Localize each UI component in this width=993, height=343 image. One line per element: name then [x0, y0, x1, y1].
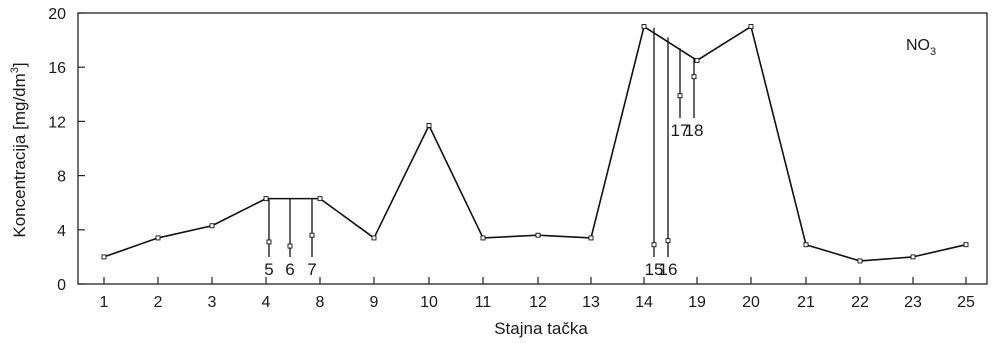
y-tick-label: 20	[48, 6, 66, 23]
y-tick-label: 12	[48, 114, 66, 131]
side-point-marker	[665, 238, 671, 244]
data-point	[963, 242, 969, 248]
data-point	[101, 254, 107, 260]
series-line	[103, 25, 967, 262]
x-tick-label: 13	[582, 294, 600, 311]
plot-frame	[77, 12, 988, 285]
chart-labels: Koncentracija [mg/dm3] Stajna tačka NO3	[9, 37, 936, 338]
x-tick-label: 19	[688, 294, 706, 311]
side-point-label: 16	[659, 260, 678, 279]
y-tick-label: 4	[57, 223, 66, 240]
side-point-marker	[691, 74, 697, 80]
series-label: NO3	[906, 37, 936, 58]
side-point-marker	[287, 243, 293, 249]
x-tick-label: 8	[316, 294, 325, 311]
data-point	[588, 235, 594, 241]
x-tick-label: 14	[635, 294, 653, 311]
x-tick-label: 21	[797, 294, 815, 311]
x-tick-label: 2	[154, 294, 163, 311]
data-point	[263, 196, 269, 202]
side-point-label: 7	[307, 260, 316, 279]
side-point-label: 18	[685, 121, 704, 140]
data-point	[535, 232, 541, 238]
series-label-subscript: 3	[930, 46, 936, 58]
x-tick-label: 12	[529, 294, 547, 311]
y-tick-label: 16	[48, 60, 66, 77]
side-point-marker	[266, 239, 272, 245]
series-label-main: NO	[906, 37, 930, 54]
y-axis-title-superscript: 3	[9, 67, 21, 73]
data-point	[857, 258, 863, 264]
y-tick-label: 0	[57, 277, 66, 294]
data-point	[209, 223, 215, 229]
data-point	[803, 242, 809, 248]
x-tick-label: 9	[370, 294, 379, 311]
x-tick-label: 11	[475, 294, 492, 311]
x-tick-label: 4	[262, 294, 271, 311]
x-tick-label: 1	[100, 294, 109, 311]
side-point-label: 6	[285, 260, 294, 279]
data-point	[317, 196, 323, 202]
side-point-marker	[309, 232, 315, 238]
side-point-label: 5	[264, 260, 273, 279]
side-point-marker	[651, 242, 657, 248]
data-point	[155, 235, 161, 241]
side-point-marker	[677, 93, 683, 99]
y-axis-title-end: ]	[10, 62, 29, 67]
data-point	[426, 123, 432, 128]
y-tick-label: 8	[57, 169, 66, 186]
y-axis-title: Koncentracija [mg/dm3]	[9, 62, 29, 237]
data-point	[694, 57, 700, 63]
x-tick-label: 22	[851, 294, 869, 311]
data-point	[910, 254, 916, 260]
x-tick-label: 3	[208, 294, 217, 311]
y-axis-title-main: Koncentracija [mg/dm	[10, 73, 29, 237]
x-tick-label: 20	[742, 294, 760, 311]
data-point	[480, 235, 486, 241]
data-point	[748, 24, 754, 29]
side-point-label: 17	[671, 121, 690, 140]
x-axis-title: Stajna tačka	[494, 319, 588, 338]
data-point	[641, 24, 647, 29]
x-tick-label: 23	[904, 294, 922, 311]
x-tick-label: 10	[420, 294, 438, 311]
x-tick-label: 25	[957, 294, 975, 311]
side-point-label: 15	[645, 260, 664, 279]
data-point	[371, 235, 377, 241]
